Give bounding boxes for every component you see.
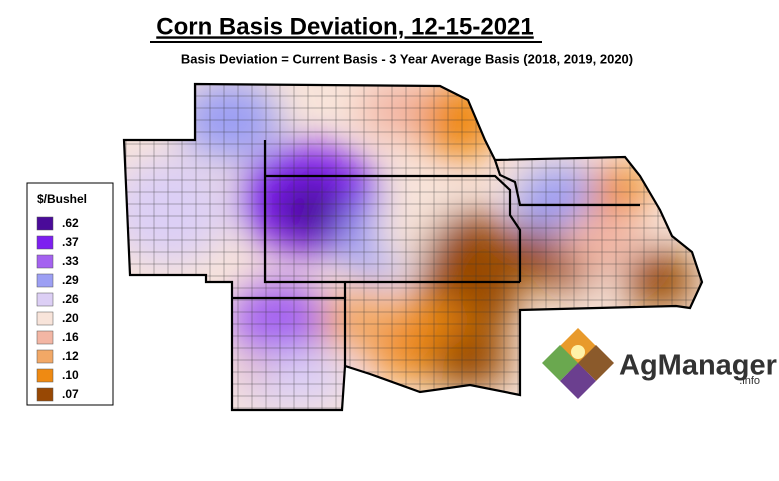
logo-sun bbox=[571, 345, 585, 359]
legend-swatch bbox=[36, 311, 54, 326]
legend-label: .29 bbox=[62, 273, 79, 287]
legend-swatch bbox=[36, 273, 54, 288]
legend-swatch bbox=[36, 235, 54, 250]
legend-swatch bbox=[36, 254, 54, 269]
legend-title: $/Bushel bbox=[37, 192, 87, 206]
map bbox=[124, 84, 702, 410]
logo-diamond bbox=[560, 363, 596, 399]
legend-label: .62 bbox=[62, 216, 79, 230]
legend-label: .07 bbox=[62, 387, 79, 401]
legend-label: .33 bbox=[62, 254, 79, 268]
title: Corn Basis Deviation, 12-15-2021 bbox=[156, 13, 534, 40]
legend-swatch bbox=[36, 292, 54, 307]
legend-label: .37 bbox=[62, 235, 79, 249]
legend-label: .16 bbox=[62, 330, 79, 344]
legend-label: .12 bbox=[62, 349, 79, 363]
legend-swatch bbox=[36, 349, 54, 364]
legend-swatch bbox=[36, 368, 54, 383]
logo-name: AgManager bbox=[619, 350, 777, 382]
legend-swatch bbox=[36, 216, 54, 231]
legend-label: .20 bbox=[62, 311, 79, 325]
legend-label: .26 bbox=[62, 292, 79, 306]
legend-label: .10 bbox=[62, 368, 79, 382]
legend-swatch bbox=[36, 387, 54, 402]
legend: $/Bushel .62 .37 .33 .29 .26 .20 .16 .12 .10 .07 bbox=[26, 182, 114, 406]
state-borders bbox=[122, 82, 704, 412]
legend-swatch bbox=[36, 330, 54, 345]
logo: AgManager .info bbox=[542, 328, 777, 399]
logo-suffix: .info bbox=[739, 375, 760, 387]
subtitle: Basis Deviation = Current Basis - 3 Year… bbox=[181, 51, 633, 66]
